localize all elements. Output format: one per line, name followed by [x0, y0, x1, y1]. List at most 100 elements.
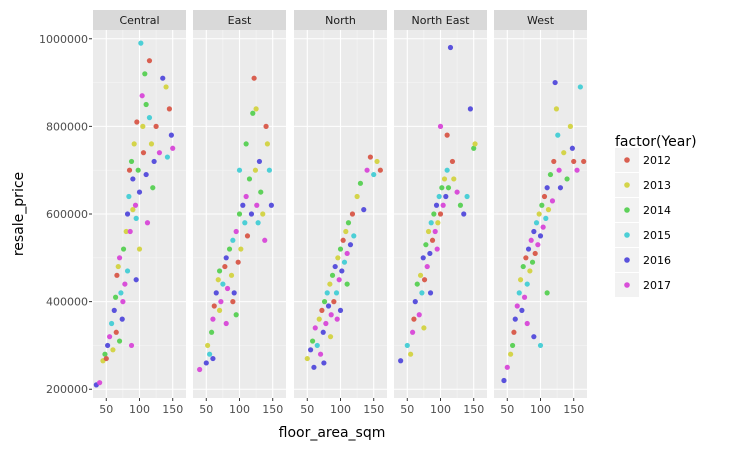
facet-strip-label: Central [119, 14, 159, 27]
data-point-2017 [556, 167, 562, 173]
data-point-2017 [254, 202, 260, 208]
data-point-2014 [209, 329, 215, 335]
x-tick-label: 100 [229, 403, 250, 416]
data-point-2012 [235, 259, 241, 265]
data-point-2015 [230, 237, 236, 243]
data-point-2016 [203, 360, 209, 366]
data-point-2013 [335, 255, 341, 261]
data-point-2016 [361, 207, 367, 213]
data-point-2015 [164, 154, 170, 160]
data-point-2016 [427, 290, 434, 296]
legend-label-2015: 2015 [643, 229, 671, 242]
data-point-2015 [266, 167, 272, 173]
data-point-2017 [574, 167, 580, 173]
data-point-2014 [143, 101, 149, 108]
data-point-2014 [509, 342, 516, 349]
data-point-2013 [110, 347, 116, 353]
data-point-2014 [116, 338, 123, 344]
data-point-2013 [264, 141, 270, 147]
data-point-2016 [347, 242, 354, 248]
y-tick-label: 200000 [46, 383, 88, 396]
data-point-2013 [527, 268, 533, 274]
data-point-2012 [377, 167, 383, 173]
data-point-2016 [151, 158, 157, 165]
data-point-2017 [107, 334, 113, 340]
y-tick-label: 400000 [46, 296, 88, 309]
data-point-2015 [124, 268, 131, 274]
legend-title: factor(Year) [615, 134, 697, 150]
data-point-2013 [163, 84, 169, 90]
data-point-2012 [140, 150, 147, 156]
data-point-2017 [170, 145, 176, 151]
legend-swatch [624, 157, 630, 163]
data-point-2017 [440, 202, 446, 208]
data-point-2013 [123, 228, 129, 235]
data-point-2017 [424, 263, 430, 270]
data-point-2016 [332, 263, 338, 270]
x-tick-label: 50 [99, 403, 113, 416]
data-point-2016 [433, 202, 440, 208]
data-point-2014 [414, 281, 420, 287]
data-point-2016 [320, 329, 326, 335]
data-point-2015 [146, 115, 153, 121]
data-point-2013 [421, 325, 427, 331]
data-point-2012 [211, 303, 217, 309]
data-point-2012 [581, 158, 587, 165]
data-point-2013 [205, 342, 211, 349]
data-point-2017 [328, 312, 334, 318]
data-point-2016 [443, 193, 449, 200]
data-point-2016 [531, 228, 537, 235]
data-point-2015 [524, 281, 530, 287]
data-point-2017 [210, 316, 216, 322]
data-point-2017 [128, 342, 135, 349]
data-point-2012 [532, 250, 538, 257]
data-point-2016 [133, 277, 139, 283]
data-point-2015 [533, 220, 540, 226]
legend-label-2013: 2013 [643, 179, 671, 192]
legend-swatch [624, 182, 630, 188]
data-point-2017 [364, 167, 370, 173]
data-point-2012 [113, 329, 119, 335]
data-point-2013 [316, 316, 322, 322]
data-point-2014 [345, 220, 352, 226]
data-point-2013 [408, 351, 414, 357]
data-point-2016 [427, 250, 433, 257]
facet-strip [294, 10, 387, 30]
data-point-2016 [119, 316, 125, 322]
data-point-2015 [436, 193, 442, 200]
data-point-2016 [136, 189, 143, 195]
data-point-2012 [166, 106, 172, 112]
data-point-2016 [256, 158, 263, 165]
data-point-2016 [124, 211, 131, 217]
data-point-2017 [139, 93, 145, 99]
data-point-2012 [134, 119, 140, 125]
data-point-2012 [114, 272, 120, 278]
data-point-2014 [226, 246, 233, 252]
data-point-2017 [528, 237, 534, 243]
data-point-2015 [333, 290, 340, 296]
data-point-2014 [321, 299, 328, 305]
data-point-2017 [218, 299, 224, 305]
data-point-2017 [122, 281, 128, 287]
data-point-2012 [444, 132, 450, 138]
x-tick-label: 50 [400, 403, 414, 416]
data-point-2014 [520, 263, 526, 270]
facet-panel-north-east: North East 50 100 150 [394, 10, 487, 416]
legend-label-2016: 2016 [643, 254, 671, 267]
data-point-2012 [367, 154, 373, 160]
data-point-2015 [109, 320, 115, 327]
data-point-2014 [112, 294, 119, 300]
data-point-2016 [339, 268, 345, 274]
data-point-2016 [111, 307, 117, 313]
facet-strip [394, 10, 487, 30]
data-point-2017 [549, 198, 556, 204]
data-point-2015 [314, 342, 320, 349]
data-point-2012 [511, 329, 517, 335]
data-point-2016 [105, 342, 111, 349]
data-point-2014 [150, 185, 156, 191]
facet-strip-label: North East [412, 14, 471, 27]
facet-strip [193, 10, 286, 30]
data-point-2014 [142, 71, 148, 77]
data-point-2012 [146, 58, 153, 64]
data-point-2012 [230, 299, 236, 305]
